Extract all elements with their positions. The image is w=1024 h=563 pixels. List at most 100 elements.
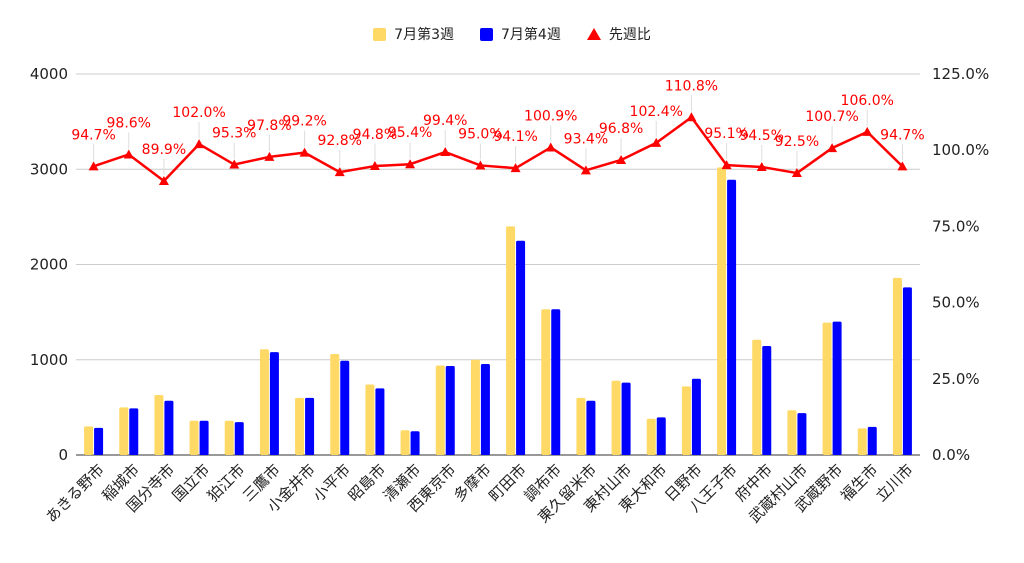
bar-week3 [576, 397, 586, 455]
bar-week3 [189, 420, 199, 455]
bar-week4 [621, 382, 631, 455]
bar-week3 [541, 309, 551, 455]
bar-week3 [470, 359, 480, 455]
legend-item-week4: 7月第4週 [480, 24, 561, 44]
y-right-tick-label: 75.0% [932, 217, 980, 235]
ratio-data-label: 94.8% [353, 127, 397, 143]
bar-week3 [84, 426, 94, 455]
ratio-point [264, 151, 275, 161]
bar-week4 [516, 240, 526, 455]
bar-week4 [234, 422, 244, 455]
bar-week4 [129, 408, 139, 455]
bar-week3 [646, 418, 656, 455]
legend: 7月第3週 7月第4週 先週比 [0, 22, 1024, 46]
ratio-point [405, 159, 416, 169]
bar-week4 [656, 417, 666, 455]
bar-week4 [480, 364, 490, 455]
x-tick-label: 立川市 [872, 461, 917, 506]
ratio-point [686, 112, 697, 122]
ratio-data-label: 94.7% [880, 127, 924, 143]
ratio-point [369, 161, 380, 171]
x-tick-label: 多摩市 [450, 461, 495, 506]
ratio-point [510, 163, 521, 173]
bar-week4 [867, 426, 877, 455]
bar-week3 [400, 430, 410, 455]
bar-week4 [445, 365, 455, 455]
bar-week3 [681, 386, 691, 455]
ratio-data-label: 94.5% [740, 128, 784, 144]
legend-label-week4: 7月第4週 [501, 27, 561, 43]
y-left-tick-label: 3000 [30, 160, 68, 178]
ratio-data-label: 94.1% [493, 129, 537, 145]
ratio-point [721, 160, 732, 170]
ratio-point [158, 175, 169, 185]
bar-week4 [410, 431, 420, 455]
x-tick-label: 町田市 [485, 461, 530, 506]
legend-label-week3: 7月第3週 [394, 27, 454, 43]
ratio-line-series: 94.7%98.6%89.9%102.0%95.3%97.8%99.2%92.8… [71, 78, 925, 185]
ratio-point [194, 139, 205, 149]
y-right-tick-label: 25.0% [932, 370, 980, 388]
x-tick-label: 福生市 [837, 461, 882, 506]
x-tick-label: 小平市 [309, 461, 354, 506]
bar-week4 [691, 378, 701, 455]
ratio-point [475, 160, 486, 170]
legend-swatch-week4 [480, 27, 493, 41]
bar-week3 [752, 339, 762, 455]
bar-week4 [762, 345, 772, 455]
ratio-point [334, 167, 345, 177]
bar-week3 [224, 420, 234, 455]
ratio-point [545, 142, 556, 152]
bar-week3 [119, 407, 129, 455]
y-left-tick-label: 0 [58, 446, 68, 464]
ratio-data-label: 100.9% [524, 108, 577, 124]
bar-week3 [259, 349, 269, 455]
bar-week4 [340, 360, 350, 455]
ratio-point [229, 159, 240, 169]
ratio-data-label: 99.4% [423, 113, 467, 129]
ratio-data-label: 95.4% [388, 125, 432, 141]
bar-week3 [717, 167, 727, 455]
legend-triangle-icon [586, 28, 601, 40]
ratio-data-label: 95.3% [212, 126, 256, 142]
ratio-data-label: 99.2% [282, 114, 326, 130]
legend-item-week3: 7月第3週 [373, 24, 454, 44]
x-tick-label: 狛江市 [204, 461, 249, 506]
bar-week3 [506, 226, 516, 455]
bar-week3 [154, 394, 164, 455]
ratio-point [756, 161, 767, 171]
legend-swatch-week3 [373, 27, 387, 41]
ratio-point [580, 165, 591, 175]
ratio-point [862, 126, 873, 136]
legend-item-ratio: 先週比 [586, 24, 651, 44]
ratio-data-label: 93.4% [564, 131, 608, 147]
y-left-tick-label: 1000 [30, 351, 68, 369]
bar-week3 [295, 397, 305, 455]
ratio-point [651, 137, 662, 147]
bar-week4 [586, 400, 596, 455]
ratio-point [897, 161, 908, 171]
ratio-data-label: 94.7% [71, 127, 115, 143]
bar-week4 [832, 321, 842, 455]
bar-week4 [94, 427, 104, 455]
bar-week4 [199, 420, 209, 455]
ratio-data-label: 110.8% [665, 78, 718, 94]
bar-week4 [375, 388, 385, 455]
ratio-line [93, 116, 904, 183]
bar-week4 [551, 309, 561, 455]
ratio-data-label: 98.6% [107, 115, 151, 131]
ratio-point [791, 168, 802, 178]
ratio-point [88, 161, 99, 171]
bar-week4 [797, 413, 807, 455]
y-left-tick-label: 4000 [30, 65, 68, 83]
ratio-point [827, 143, 838, 153]
bar-week3 [892, 277, 902, 455]
ratio-point [299, 147, 310, 157]
ratio-data-label: 97.8% [247, 118, 291, 134]
y-right-tick-label: 125.0% [932, 65, 989, 83]
ratio-data-label: 102.4% [630, 104, 683, 120]
ratio-data-label: 96.8% [599, 121, 643, 137]
ratio-point [440, 147, 451, 157]
y-right-tick-label: 50.0% [932, 294, 980, 312]
